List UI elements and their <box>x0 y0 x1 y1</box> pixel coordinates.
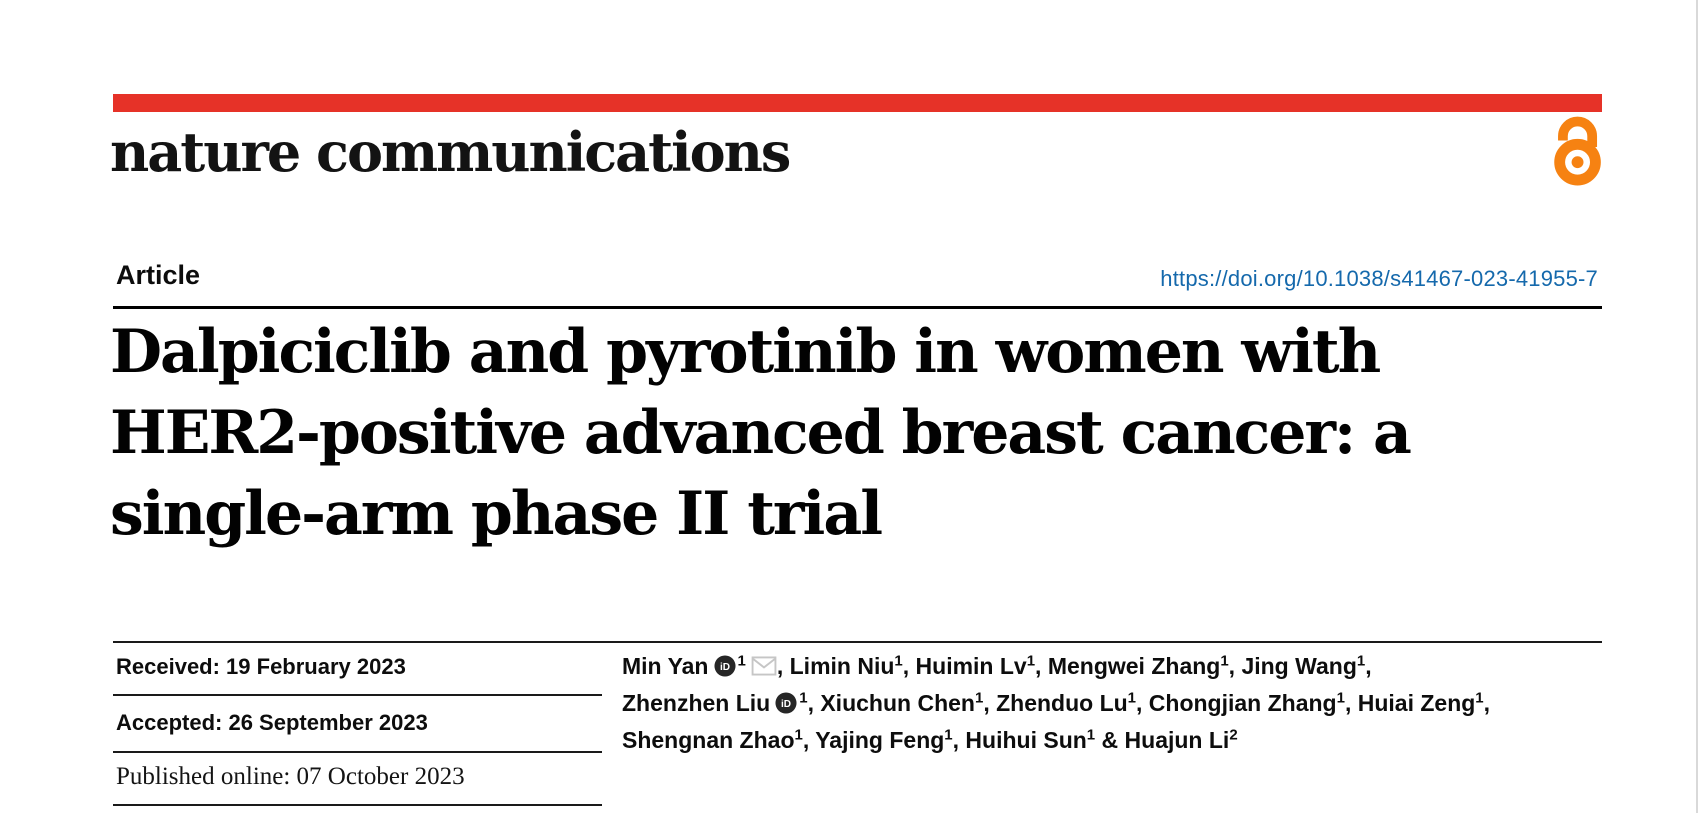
affiliation-superscript: 1 <box>1475 689 1484 707</box>
author-name: Huimin Lv1, <box>915 652 1048 679</box>
paper-title: Dalpiciclib and pyrotinib in women with … <box>110 312 1590 555</box>
author-name: Chongjian Zhang1, <box>1148 689 1358 716</box>
author-name: Mengwei Zhang1, <box>1047 652 1242 679</box>
published-online-date: Published online: 07 October 2023 <box>116 763 465 790</box>
svg-text:iD: iD <box>781 699 791 710</box>
orcid-icon[interactable]: iD <box>775 692 797 714</box>
affiliation-superscript: 1 <box>1220 652 1229 670</box>
author-line: Zhenzhen Liu iD 1, Xiuchun Chen1, Zhenduo … <box>622 685 1612 722</box>
accepted-date: Accepted: 26 September 2023 <box>116 710 428 735</box>
affiliation-superscript: 1 <box>974 689 984 707</box>
article-type-label: Article <box>116 260 201 290</box>
author-line: Min Yan iD 1, Limin Niu1, Huimin Lv1, Meng… <box>622 648 1612 685</box>
dates-rule <box>113 694 602 696</box>
page-right-edge <box>1696 0 1698 813</box>
author-name: Shengnan Zhao1, <box>622 726 816 753</box>
affiliation-superscript: 1 <box>1336 689 1345 707</box>
header-rule <box>113 306 1602 309</box>
affiliation-superscript: 1 <box>1026 652 1036 670</box>
affiliation-superscript: 1 <box>737 652 746 670</box>
affiliation-superscript: 1 <box>1086 726 1096 744</box>
author-name: Huajun Li2 <box>1124 726 1238 753</box>
affiliation-superscript: 1 <box>894 652 903 670</box>
brand-red-bar <box>113 94 1602 112</box>
dates-rule <box>113 751 602 753</box>
author-name: Jing Wang1, <box>1241 652 1372 679</box>
open-access-icon <box>1554 116 1601 186</box>
author-name: Min Yan iD 1, <box>622 652 790 679</box>
author-lines: Min Yan iD 1, Limin Niu1, Huimin Lv1, Meng… <box>622 648 1612 759</box>
journal-logo: nature communications <box>110 120 791 184</box>
affiliation-superscript: 1 <box>799 689 808 707</box>
orcid-icon[interactable]: iD <box>713 655 736 677</box>
affiliation-superscript: 1 <box>944 726 953 744</box>
paper-title-line: HER2-positive advanced breast cancer: a <box>110 398 1412 468</box>
doi-link[interactable]: https://doi.org/10.1038/s41467-023-41955… <box>1160 266 1598 291</box>
metadata-top-rule <box>113 641 1602 643</box>
svg-text:iD: iD <box>719 662 729 673</box>
author-name: Yajing Feng1, <box>815 726 966 753</box>
affiliation-superscript: 1 <box>794 726 803 744</box>
affiliation-superscript: 2 <box>1229 726 1238 744</box>
author-name: Limin Niu1, <box>789 652 916 679</box>
dates-rule <box>113 804 602 806</box>
author-name: Huihui Sun1 & <box>965 726 1125 753</box>
received-date: Received: 19 February 2023 <box>116 654 406 679</box>
author-name: Zhenduo Lu1, <box>996 689 1149 716</box>
email-icon[interactable] <box>751 656 777 676</box>
author-name: Zhenzhen Liu iD 1, <box>622 689 821 716</box>
author-name: Xiuchun Chen1, <box>820 689 997 716</box>
paper-title-line: single-arm phase II trial <box>110 479 883 549</box>
paper-title-line: Dalpiciclib and pyrotinib in women with <box>110 317 1381 387</box>
affiliation-superscript: 1 <box>1127 689 1137 707</box>
author-line: Shengnan Zhao1, Yajing Feng1, Huihui Sun… <box>622 722 1612 759</box>
author-name: Huiai Zeng1, <box>1357 689 1491 716</box>
affiliation-superscript: 1 <box>1356 652 1366 670</box>
